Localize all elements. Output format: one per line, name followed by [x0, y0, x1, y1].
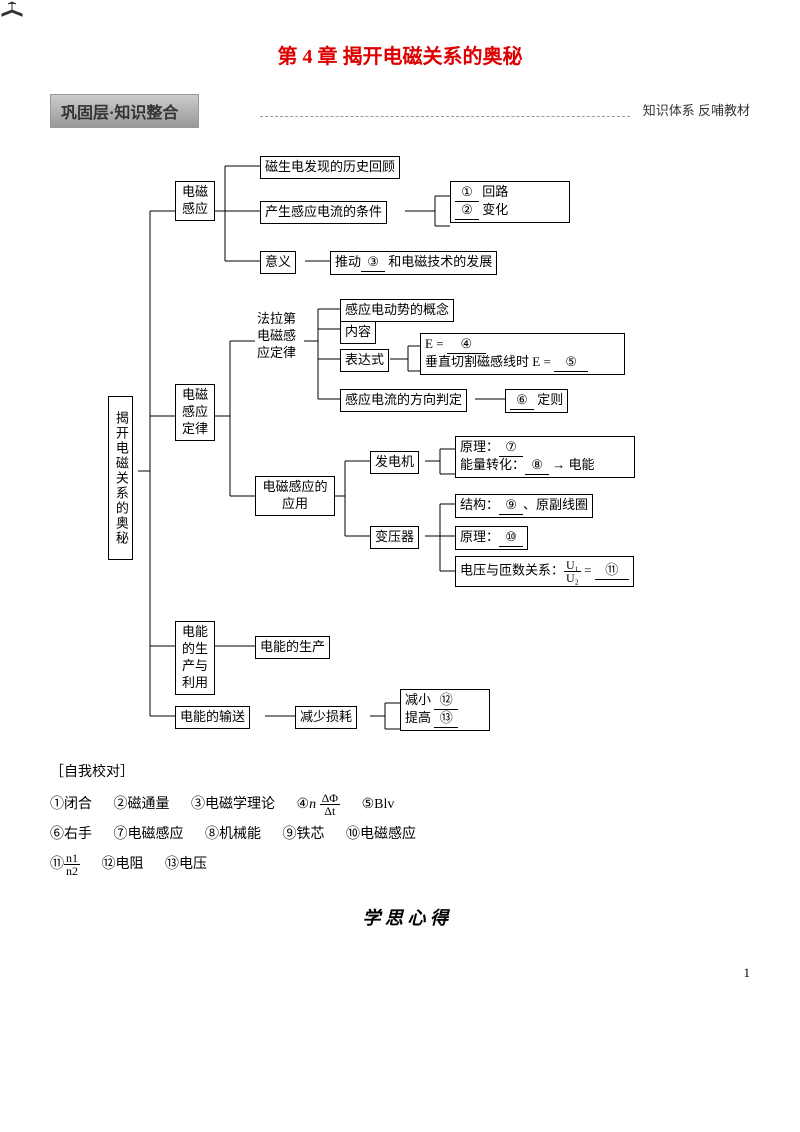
- node-rule: ⑥ 定则: [505, 389, 568, 413]
- answers-block: ①闭合 ②磁通量 ③电磁学理论 ④n ΔΦΔt ⑤Blv ⑥右手 ⑦电磁感应 ⑧…: [50, 791, 750, 879]
- section-banner: ⬇ 巩固层·知识整合 知识体系 反哺教材: [50, 94, 750, 126]
- node-emi: 电磁感应: [175, 181, 215, 221]
- root-node: 揭开电磁关系的奥秘: [108, 396, 133, 560]
- node-expr: 表达式: [340, 349, 389, 372]
- node-history: 磁生电发现的历史回顾: [260, 156, 400, 179]
- node-emf-concept: 感应电动势的概念: [340, 299, 454, 322]
- node-application: 电磁感应的应用: [255, 476, 335, 516]
- node-gen-detail: 原理：⑦ 能量转化：⑧ → 电能: [455, 436, 635, 478]
- node-tr-ratio: 电压与匝数关系：U₁U₂ = ⑪: [455, 556, 634, 587]
- reflection-heading: 学 思 心 得: [50, 904, 750, 930]
- node-condition: 产生感应电流的条件: [260, 201, 387, 224]
- banner-right-label: 知识体系 反哺教材: [643, 100, 750, 119]
- node-cond-items: ① 回路 ② 变化: [450, 181, 570, 223]
- node-generator: 发电机: [370, 451, 419, 474]
- page-title: 第 4 章 揭开电磁关系的奥秘: [50, 40, 750, 69]
- node-transformer: 变压器: [370, 526, 419, 549]
- node-meaning: 意义: [260, 251, 296, 274]
- node-faraday: 法拉第电磁感应定律: [255, 311, 304, 362]
- node-direction: 感应电流的方向判定: [340, 389, 467, 412]
- banner-left-label: 巩固层·知识整合: [50, 94, 199, 128]
- connector-lines: [50, 141, 750, 751]
- self-check-label: ［自我校对］: [50, 761, 750, 781]
- concept-diagram: 揭开电磁关系的奥秘 电磁感应 磁生电发现的历史回顾 产生感应电流的条件 ① 回路…: [50, 141, 750, 751]
- page-number: 1: [50, 965, 750, 981]
- node-tr-struct: 结构：⑨、原副线圈: [455, 494, 593, 518]
- node-loss-items: 减小 ⑫ 提高 ⑬: [400, 689, 490, 731]
- node-meaning-text: 推动③ 和电磁技术的发展: [330, 251, 497, 275]
- node-expr-detail: E = ④ 垂直切割磁感线时 E = ⑤: [420, 333, 625, 375]
- node-law: 电磁感应定律: [175, 384, 215, 441]
- node-tr-principle: 原理：⑩: [455, 526, 528, 550]
- node-reduce-loss: 减少损耗: [295, 706, 357, 729]
- node-prod-child: 电能的生产: [255, 636, 330, 659]
- node-production: 电能的生产与利用: [175, 621, 215, 695]
- node-transmission: 电能的输送: [175, 706, 250, 729]
- node-content: 内容: [340, 321, 376, 344]
